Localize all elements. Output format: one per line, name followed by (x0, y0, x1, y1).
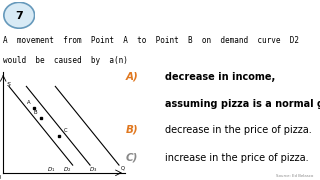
Text: A: A (27, 100, 30, 105)
Text: C): C) (125, 153, 138, 163)
Text: assuming pizza is a normal good.: assuming pizza is a normal good. (165, 99, 320, 109)
Text: increase in the price of pizza.: increase in the price of pizza. (165, 153, 309, 163)
Text: $D_1$: $D_1$ (46, 165, 55, 174)
Text: B): B) (125, 125, 138, 135)
Text: C: C (64, 129, 68, 134)
Text: decrease in income,: decrease in income, (165, 72, 276, 82)
Text: would  be  caused  by  a(n): would be caused by a(n) (3, 56, 128, 65)
Text: A  movement  from  Point  A  to  Point  B  on  demand  curve  D2: A movement from Point A to Point B on de… (3, 36, 299, 45)
Text: B: B (34, 110, 37, 115)
Text: 7: 7 (15, 11, 23, 21)
Text: Source: Ed Belasco: Source: Ed Belasco (276, 174, 314, 178)
Text: Q: Q (121, 166, 124, 171)
Text: S: S (7, 82, 11, 87)
Circle shape (4, 2, 35, 28)
Text: $D_2$: $D_2$ (63, 165, 71, 174)
Text: A): A) (125, 72, 138, 82)
Text: decrease in the price of pizza.: decrease in the price of pizza. (165, 125, 312, 135)
Text: 0: 0 (0, 175, 1, 180)
Text: $D_3$: $D_3$ (89, 165, 98, 174)
